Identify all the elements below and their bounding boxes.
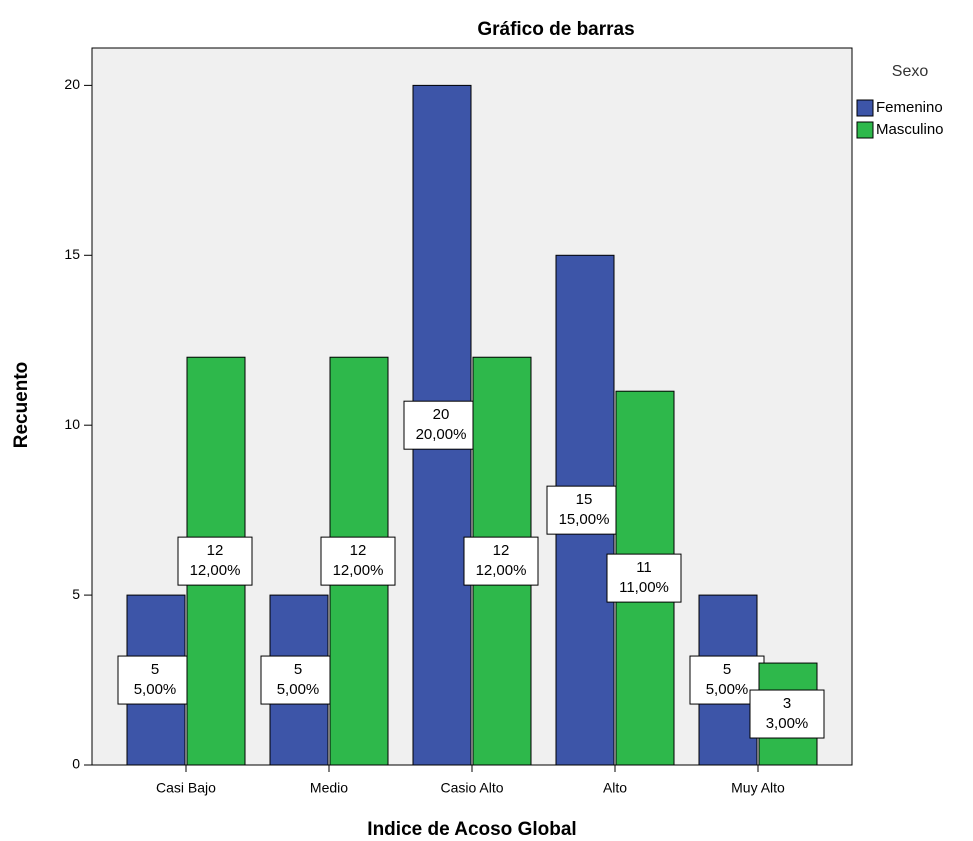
data-label-box (403, 400, 479, 450)
data-label-percent: 5,00% (706, 681, 749, 698)
data-label: 12 (493, 542, 510, 559)
data-label: 5 (294, 661, 302, 678)
data-label-box (606, 553, 682, 603)
x-tick-label: Casio Alto (440, 780, 503, 796)
y-tick-label: 5 (72, 586, 80, 602)
data-label-percent: 20,00% (416, 426, 467, 443)
y-tick-label: 10 (64, 416, 80, 432)
data-label-box (320, 536, 396, 586)
data-label-percent: 11,00% (619, 579, 669, 596)
y-tick-label: 20 (64, 76, 80, 92)
legend-swatch (856, 121, 874, 139)
x-axis-label: Indice de Acoso Global (367, 819, 576, 840)
x-tick-label: Casi Bajo (156, 780, 216, 796)
x-tick-label: Muy Alto (731, 780, 785, 796)
data-label: 20 (433, 406, 450, 423)
legend-label: Femenino (876, 99, 943, 116)
legend-swatch (856, 99, 874, 117)
data-label-box (749, 689, 825, 739)
data-label-percent: 5,00% (277, 681, 320, 698)
data-label-box (546, 485, 622, 535)
data-label: 12 (207, 542, 224, 559)
data-label-box (463, 536, 539, 586)
data-label: 15 (576, 491, 593, 508)
chart-title: Gráfico de barras (477, 19, 634, 40)
y-tick-label: 15 (64, 246, 80, 262)
data-label: 5 (151, 661, 159, 678)
data-label-box (177, 536, 253, 586)
data-label: 3 (783, 695, 791, 712)
x-tick-label: Alto (603, 780, 627, 796)
data-label-percent: 3,00% (766, 715, 809, 732)
data-label-percent: 12,00% (190, 562, 241, 579)
data-label-percent: 12,00% (333, 562, 384, 579)
legend-label: Masculino (876, 121, 944, 138)
y-axis-label: Recuento (11, 362, 32, 449)
y-tick-label: 0 (72, 756, 80, 772)
data-label: 12 (350, 542, 367, 559)
data-label-percent: 15,00% (559, 511, 610, 528)
data-label-percent: 12,00% (476, 562, 527, 579)
data-label: 5 (723, 661, 731, 678)
legend-title: Sexo (892, 63, 929, 80)
x-tick-label: Medio (310, 780, 348, 796)
data-label: 11 (636, 559, 652, 576)
data-label-percent: 5,00% (134, 681, 177, 698)
